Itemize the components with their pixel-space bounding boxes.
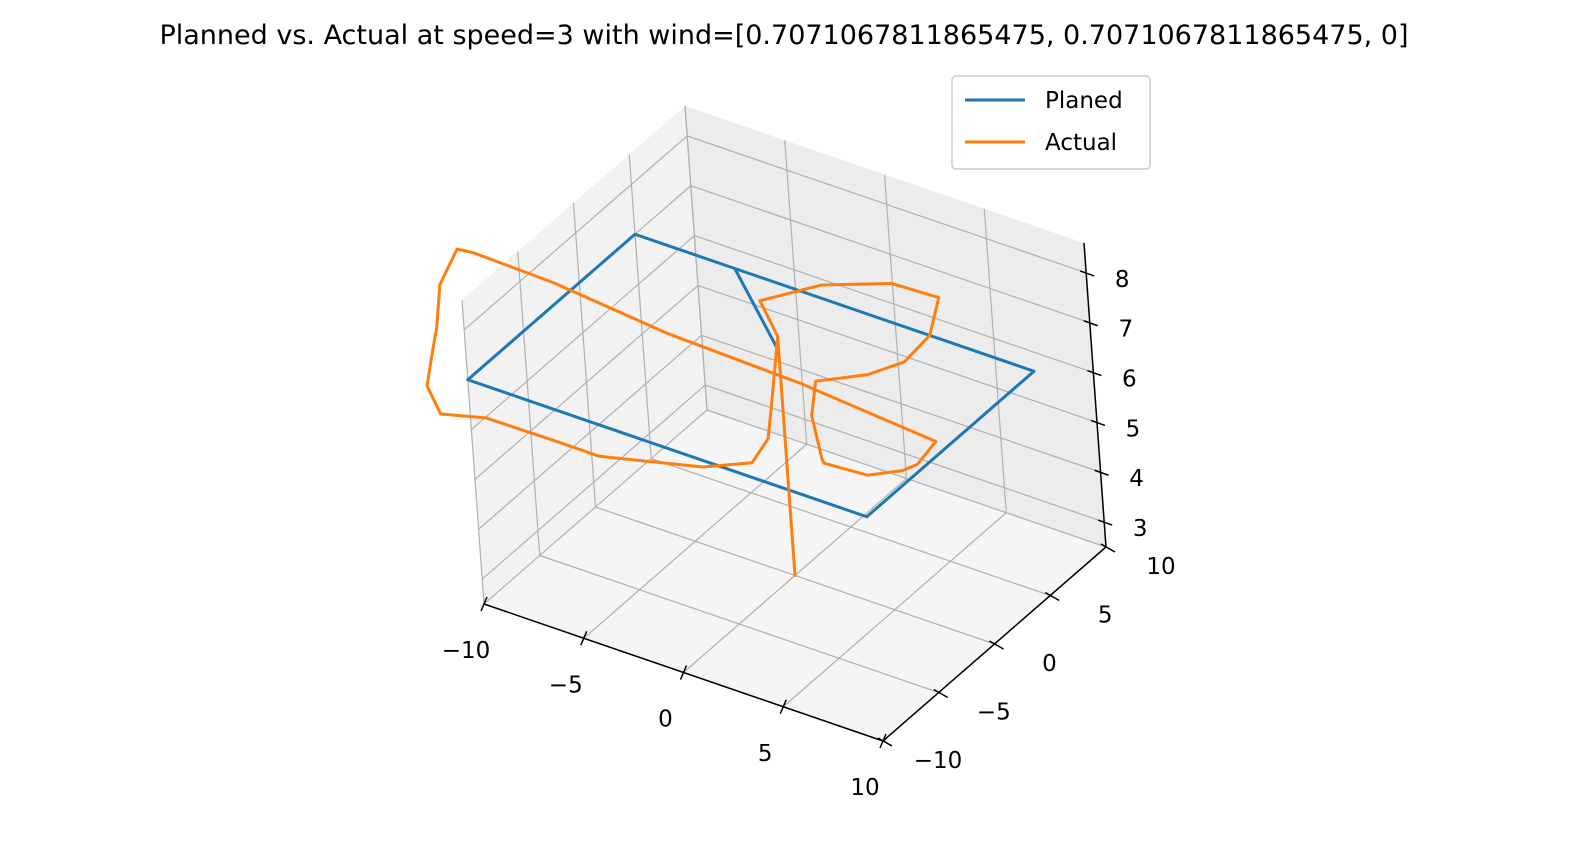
legend-label-actual: Actual bbox=[1045, 130, 1117, 156]
y-tick bbox=[933, 688, 949, 699]
gridline-y bbox=[517, 251, 939, 694]
z-tick bbox=[1094, 469, 1109, 476]
x-tick-label: −10 bbox=[442, 638, 491, 664]
z-tick-label: 7 bbox=[1118, 317, 1133, 343]
z-tick bbox=[1087, 369, 1102, 377]
z-tick-label: 8 bbox=[1115, 267, 1130, 293]
chart-title: Planned vs. Actual at speed=3 with wind=… bbox=[159, 20, 1408, 51]
y-tick-label: 10 bbox=[1146, 554, 1175, 580]
series-line-planned bbox=[466, 232, 1036, 519]
y-tick-label: 5 bbox=[1098, 603, 1113, 629]
z-tick-label: 5 bbox=[1126, 416, 1141, 442]
legend-label-planned: Planed bbox=[1045, 88, 1123, 114]
gridline-z bbox=[474, 284, 1098, 480]
x-tick bbox=[480, 596, 488, 612]
x-tick-label: 0 bbox=[658, 707, 673, 733]
y-tick-label: 0 bbox=[1042, 651, 1057, 677]
x-tick-label: 5 bbox=[758, 741, 773, 767]
z-axis-line bbox=[1083, 242, 1107, 548]
grid-lines bbox=[461, 105, 1107, 742]
series-layer bbox=[425, 232, 1036, 577]
gridline-y bbox=[684, 105, 1107, 548]
x-tick bbox=[679, 665, 688, 680]
z-tick-label: 4 bbox=[1129, 466, 1144, 492]
y-tick bbox=[1100, 543, 1116, 553]
tick-marks: −10 −5 0 5 10 −10 −5 0 5 10 3 4 5 6 7 8 bbox=[442, 267, 1176, 801]
z-tick bbox=[1083, 320, 1099, 327]
gridline-y bbox=[572, 202, 995, 645]
z-tick-label: 6 bbox=[1122, 367, 1137, 393]
x-tick-label: −5 bbox=[549, 672, 583, 698]
x-tick-label: 10 bbox=[850, 775, 879, 801]
y-tick-label: −10 bbox=[914, 748, 963, 774]
z-tick-label: 3 bbox=[1133, 516, 1148, 542]
series-line-actual bbox=[425, 247, 941, 577]
x-tick bbox=[779, 699, 787, 715]
legend: Planed Actual bbox=[951, 75, 1151, 170]
gridline-y bbox=[628, 154, 1051, 597]
y-tick bbox=[989, 640, 1004, 650]
x-tick bbox=[580, 630, 588, 646]
y-tick bbox=[1044, 591, 1060, 602]
z-tick bbox=[1090, 419, 1106, 427]
z-tick bbox=[1079, 270, 1095, 277]
gridline-z bbox=[463, 135, 1087, 331]
gridline-z bbox=[470, 234, 1094, 431]
gridline-z bbox=[481, 384, 1105, 580]
z-tick bbox=[1097, 519, 1113, 526]
y-tick bbox=[877, 737, 893, 747]
y-tick-label: −5 bbox=[977, 700, 1011, 726]
gridline-z bbox=[478, 334, 1101, 530]
